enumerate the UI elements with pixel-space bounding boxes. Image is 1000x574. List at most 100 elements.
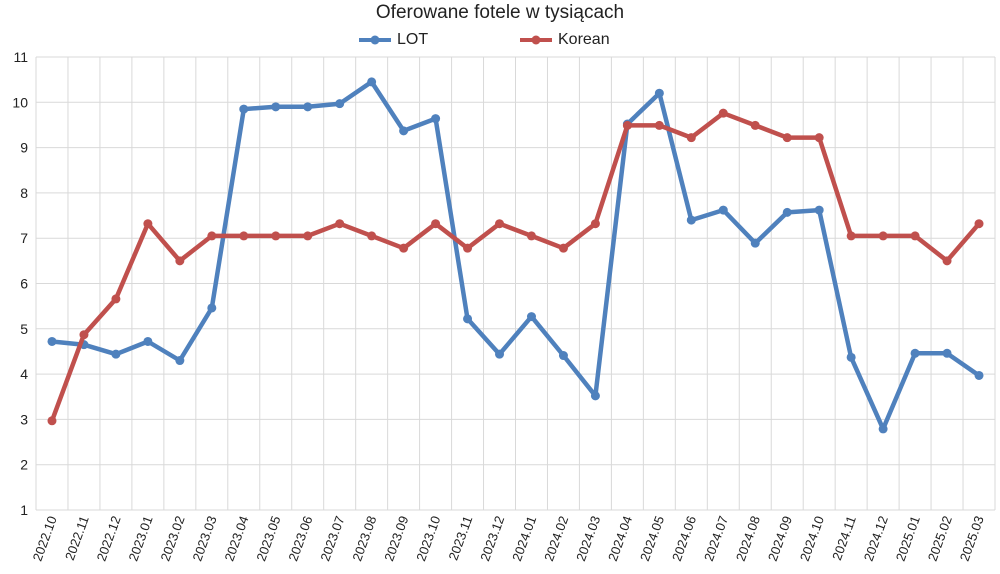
y-tick-label: 9: [20, 140, 28, 156]
data-point-lot: [846, 352, 856, 362]
chart-legend: LOT Korean: [0, 30, 1000, 50]
x-tick-label: 2024.05: [637, 514, 667, 563]
data-point-korean: [303, 231, 313, 241]
y-tick-label: 4: [20, 366, 28, 382]
data-point-korean: [335, 219, 345, 229]
x-tick-label: 2024.11: [829, 514, 859, 562]
x-tick-label: 2024.09: [765, 514, 795, 563]
data-point-lot: [111, 349, 121, 359]
data-point-korean: [271, 231, 281, 241]
x-tick-label: 2022.11: [62, 514, 92, 562]
y-tick-label: 8: [20, 185, 28, 201]
legend-label-lot: LOT: [397, 31, 429, 48]
data-point-lot: [782, 207, 792, 217]
data-point-korean: [47, 416, 57, 426]
data-point-korean: [878, 231, 888, 241]
data-point-lot: [654, 88, 664, 98]
data-point-lot: [686, 215, 696, 225]
data-point-lot: [718, 205, 728, 215]
y-tick-label: 6: [20, 276, 28, 292]
data-point-lot: [910, 348, 920, 358]
x-tick-label: 2024.08: [733, 514, 763, 563]
data-point-korean: [143, 219, 153, 229]
y-tick-label: 11: [13, 49, 28, 65]
x-tick-label: 2024.06: [669, 514, 699, 563]
data-point-lot: [750, 238, 760, 248]
x-tick-label: 2024.07: [701, 514, 731, 563]
data-point-korean: [526, 231, 536, 241]
data-point-korean: [207, 231, 217, 241]
x-tick-label: 2023.10: [413, 514, 443, 563]
x-tick-label: 2023.08: [349, 514, 379, 563]
data-point-korean: [463, 243, 473, 253]
x-tick-label: 2023.11: [446, 514, 476, 562]
data-point-lot: [175, 356, 185, 366]
data-point-korean: [590, 219, 600, 229]
data-point-lot: [207, 303, 217, 313]
data-point-korean: [718, 108, 728, 118]
x-tick-label: 2025.03: [957, 514, 987, 563]
x-tick-label: 2024.03: [573, 514, 603, 563]
series-line-lot: [49, 79, 982, 432]
data-point-korean: [750, 120, 760, 130]
x-tick-label: 2024.01: [509, 514, 539, 563]
data-point-korean: [814, 133, 824, 143]
data-point-lot: [495, 349, 505, 359]
data-point-lot: [590, 391, 600, 401]
data-point-korean: [942, 256, 952, 266]
x-tick-label: 2023.12: [477, 514, 507, 563]
legend-item-korean: Korean: [518, 30, 610, 50]
y-tick-label: 5: [20, 321, 28, 337]
data-point-lot: [239, 104, 249, 114]
data-point-lot: [526, 312, 536, 322]
x-tick-label: 2024.04: [605, 514, 635, 563]
data-point-korean: [558, 243, 568, 253]
x-tick-label: 2024.02: [541, 514, 571, 563]
x-tick-label: 2022.12: [94, 514, 124, 563]
x-tick-label: 2023.04: [221, 514, 251, 563]
y-tick-label: 3: [20, 411, 28, 427]
data-point-korean: [367, 231, 377, 241]
x-tick-label: 2023.02: [157, 514, 187, 563]
data-point-lot: [558, 351, 568, 361]
data-point-lot: [814, 205, 824, 215]
legend-marker-lot: [359, 35, 391, 45]
y-tick-label: 2: [20, 457, 28, 473]
legend-label-korean: Korean: [558, 31, 610, 48]
data-point-korean: [622, 120, 632, 130]
data-point-korean: [654, 120, 664, 130]
data-point-korean: [686, 133, 696, 143]
legend-item-lot: LOT: [357, 30, 428, 50]
series-line-korean: [49, 110, 982, 424]
x-tick-label: 2024.10: [797, 514, 827, 563]
data-point-lot: [47, 336, 57, 346]
x-tick-label: 2023.05: [253, 514, 283, 563]
x-tick-label: 2023.07: [317, 514, 347, 563]
data-point-korean: [431, 219, 441, 229]
data-point-korean: [782, 133, 792, 143]
data-point-korean: [974, 219, 984, 229]
x-tick-label: 2022.10: [30, 514, 60, 563]
x-tick-label: 2024.12: [861, 514, 891, 563]
data-point-korean: [79, 330, 89, 340]
data-point-korean: [175, 256, 185, 266]
x-tick-label: 2025.01: [893, 514, 923, 563]
data-point-lot: [431, 114, 441, 124]
x-tick-label: 2023.09: [381, 514, 411, 563]
data-point-lot: [143, 336, 153, 346]
legend-marker-korean: [520, 35, 552, 45]
data-point-korean: [111, 294, 121, 304]
data-point-lot: [942, 348, 952, 358]
data-point-lot: [878, 424, 888, 434]
data-point-korean: [910, 231, 920, 241]
data-point-lot: [335, 99, 345, 109]
chart-title: Oferowane fotele w tysiącach: [375, 2, 625, 23]
y-tick-label: 10: [12, 94, 28, 110]
data-point-lot: [974, 370, 984, 380]
x-tick-label: 2025.02: [925, 514, 955, 563]
data-point-korean: [239, 231, 249, 241]
data-point-lot: [463, 314, 473, 324]
y-tick-label: 1: [20, 502, 28, 518]
x-tick-label: 2023.01: [126, 514, 156, 563]
